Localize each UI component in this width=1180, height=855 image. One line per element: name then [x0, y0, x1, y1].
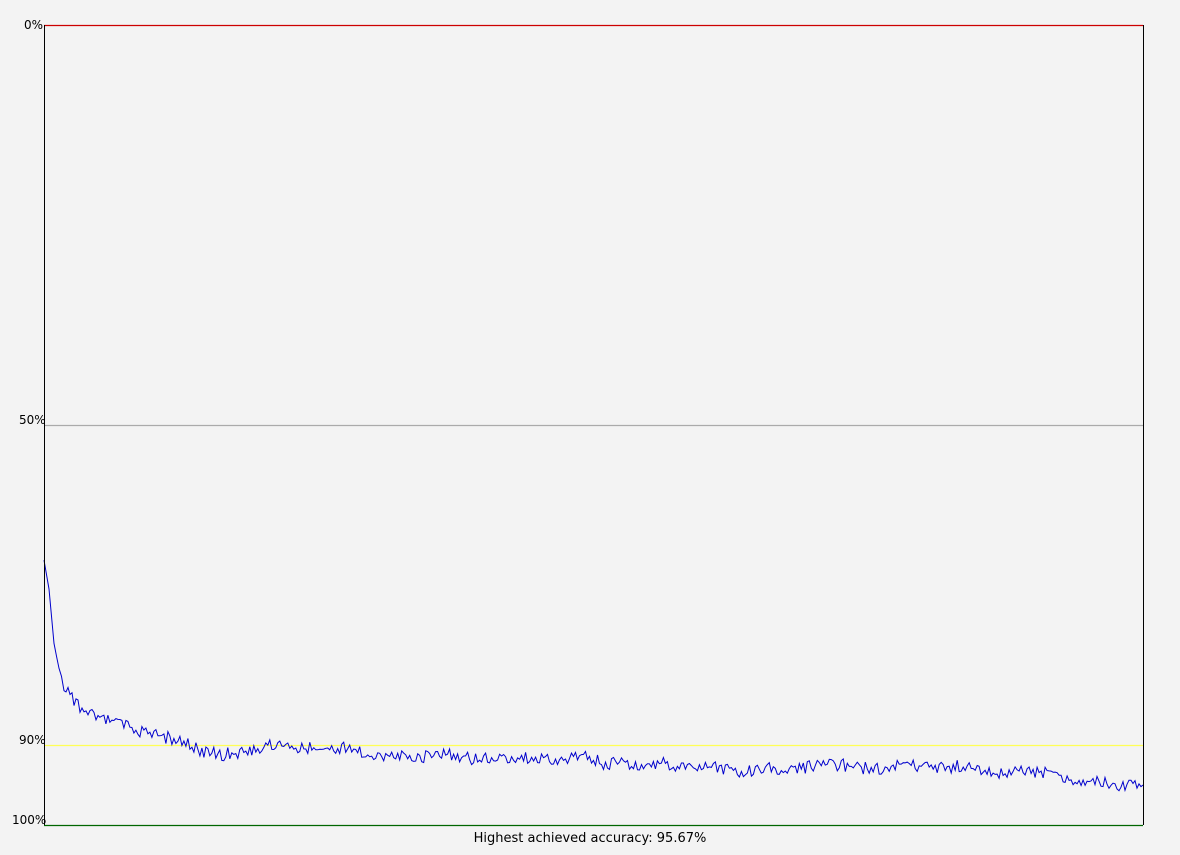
reference-lines: [44, 24, 1143, 827]
y-tick-label: 90%: [19, 733, 46, 747]
y-tick-label: 100%: [12, 813, 47, 827]
series-layer: [43, 560, 1144, 793]
y-tick-label: 0%: [24, 18, 44, 32]
best-accuracy-caption: Highest achieved accuracy: 95.67%: [473, 831, 707, 846]
y-tick-label: 50%: [19, 413, 46, 427]
accuracy-series-line: [43, 560, 1144, 793]
